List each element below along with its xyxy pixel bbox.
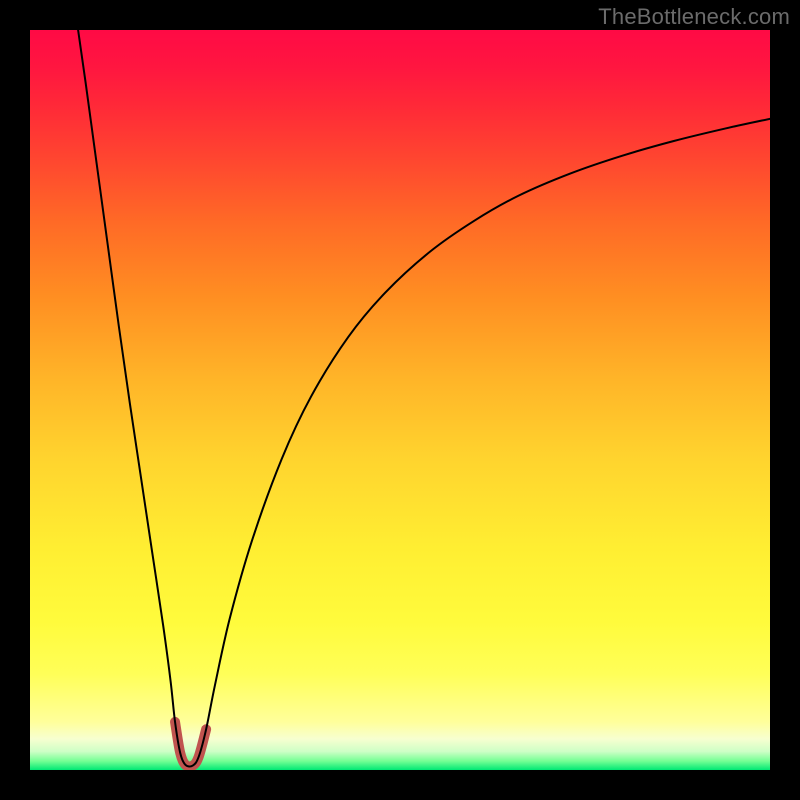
- bottleneck-chart: [0, 0, 800, 800]
- plot-area: [0, 0, 800, 800]
- gradient-background: [30, 30, 770, 770]
- image-frame: TheBottleneck.com: [0, 0, 800, 800]
